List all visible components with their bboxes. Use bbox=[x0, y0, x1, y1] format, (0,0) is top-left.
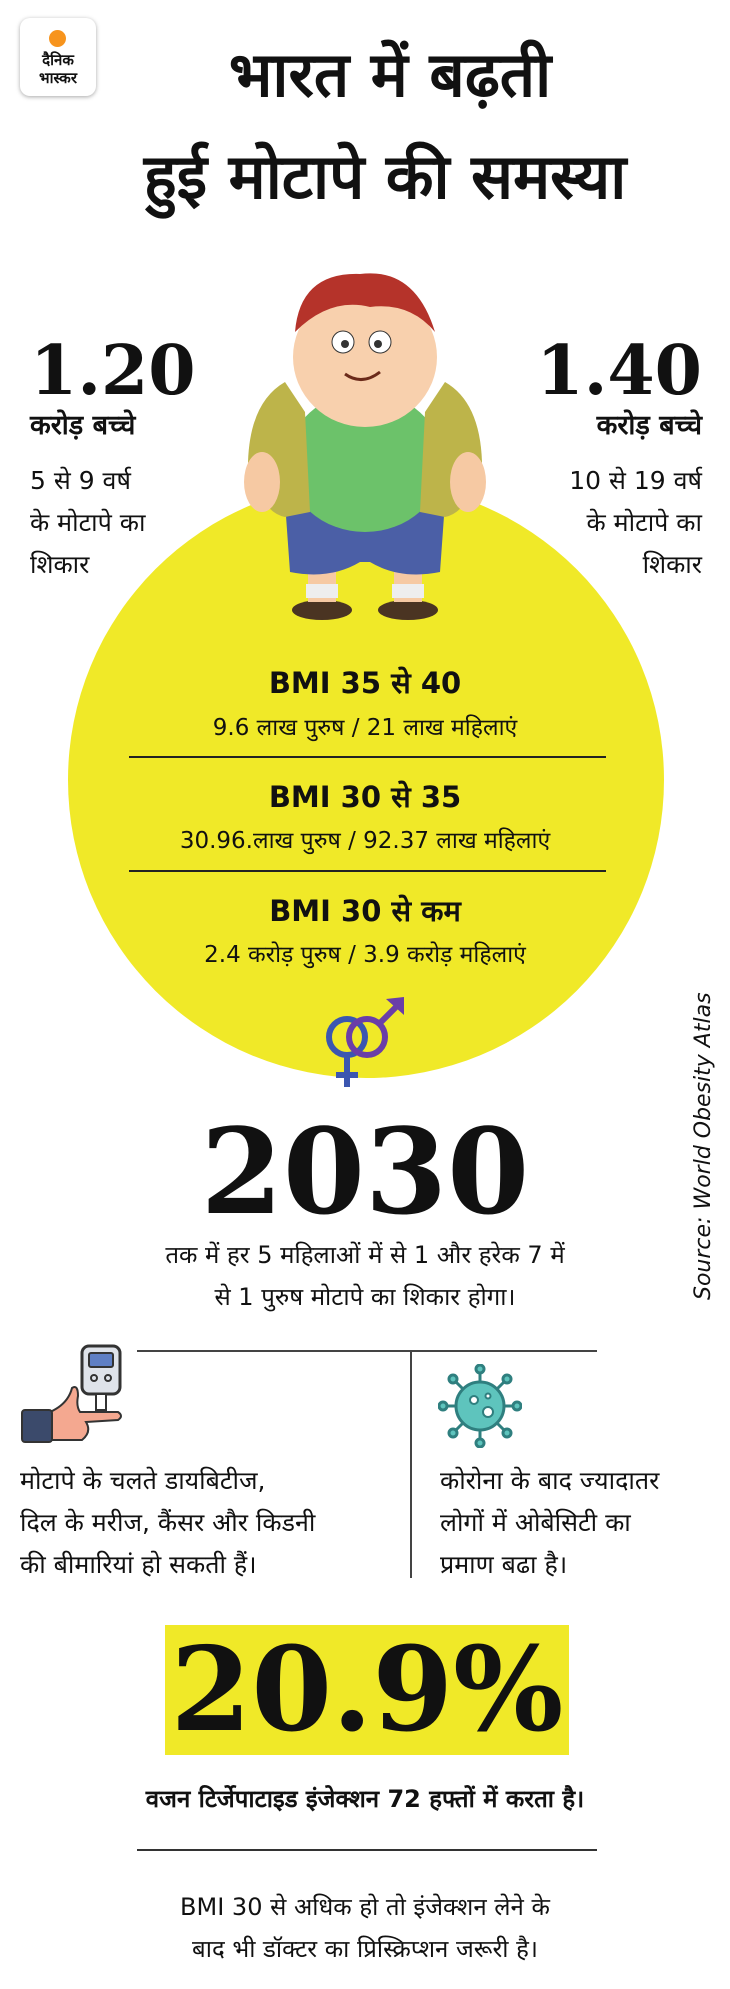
bmi-detail: 2.4 करोड़ पुरुष / 3.9 करोड़ महिलाएं bbox=[204, 942, 526, 968]
stat-left-desc-line: 5 से 9 वर्ष bbox=[30, 466, 131, 495]
percent-highlight-box bbox=[165, 1625, 569, 1755]
stat-right-desc-line: के मोटापे का bbox=[586, 508, 702, 537]
logo-sun-icon bbox=[49, 30, 66, 47]
stat-left-desc-line: के मोटापे का bbox=[30, 508, 146, 537]
bmi-detail: 9.6 लाख पुरुष / 21 लाख महिलाएं bbox=[212, 715, 518, 741]
divider bbox=[137, 1350, 597, 1352]
stat-right-desc-line: शिकार bbox=[642, 550, 702, 579]
divider bbox=[137, 1849, 597, 1851]
virus-icon bbox=[438, 1364, 522, 1448]
fact-right-line: प्रमाण बढा है। bbox=[440, 1550, 568, 1579]
page-title-line2: हुई मोटापे की समस्या bbox=[143, 140, 627, 213]
divider bbox=[129, 870, 606, 872]
projection-text-line: से 1 पुरुष मोटापे का शिकार होगा। bbox=[214, 1283, 516, 1311]
column-divider bbox=[410, 1350, 412, 1578]
logo-text-line1: दैनिक bbox=[42, 51, 74, 69]
fact-right-line: लोगों में ओबेसिटी का bbox=[440, 1508, 631, 1537]
obese-boy-illustration bbox=[244, 273, 486, 620]
fact-left-line: दिल के मरीज, कैंसर और किडनी bbox=[20, 1508, 316, 1537]
bmi-heading: BMI 35 से 40 bbox=[268, 666, 462, 700]
yellow-circle-background bbox=[68, 482, 664, 1078]
stat-right-desc-line: 10 से 19 वर्ष bbox=[569, 466, 702, 495]
page-title-line1: भारत में बढ़ती bbox=[228, 38, 552, 111]
logo-text-line2: भास्कर bbox=[39, 69, 77, 87]
stat-left-desc-line: शिकार bbox=[30, 550, 90, 579]
bmi-detail: 30.96.लाख पुरुष / 92.37 लाख महिलाएं bbox=[179, 828, 551, 854]
bmi-heading: BMI 30 से 35 bbox=[268, 780, 462, 814]
projection-text-line: तक में हर 5 महिलाओं में से 1 और हरेक 7 म… bbox=[165, 1241, 565, 1269]
injection-caption: वजन टिर्जेपाटाइड इंजेक्शन 72 हफ्तों में … bbox=[145, 1785, 585, 1813]
fact-right-line: कोरोना के बाद ज्यादातर bbox=[440, 1466, 660, 1495]
fact-left-line: की बीमारियां हो सकती हैं। bbox=[20, 1550, 257, 1579]
dainik-bhaskar-logo: दैनिक भास्कर bbox=[20, 18, 96, 96]
injection-note-line: बाद भी डॉक्टर का प्रिस्क्रिप्शन जरूरी है… bbox=[192, 1935, 538, 1963]
divider bbox=[129, 756, 606, 758]
projection-year: 2030 bbox=[200, 1102, 530, 1241]
stat-left-unit: करोड़ बच्चे bbox=[30, 410, 136, 441]
gender-symbols-icon bbox=[326, 997, 404, 1087]
weight-loss-percent: 20.9% bbox=[170, 1622, 564, 1758]
stat-left-number: 1.20 bbox=[30, 331, 196, 411]
bmi-heading: BMI 30 से कम bbox=[269, 894, 461, 928]
injection-note-line: BMI 30 से अधिक हो तो इंजेक्शन लेने के bbox=[180, 1893, 550, 1921]
stat-right-unit: करोड़ बच्चे bbox=[596, 410, 702, 441]
fact-left-line: मोटापे के चलते डायबिटीज, bbox=[20, 1466, 266, 1495]
glucometer-hand-icon bbox=[21, 1344, 122, 1443]
source-credit: Source: World Obesity Atlas bbox=[691, 992, 716, 1300]
stat-right-number: 1.40 bbox=[536, 331, 702, 411]
